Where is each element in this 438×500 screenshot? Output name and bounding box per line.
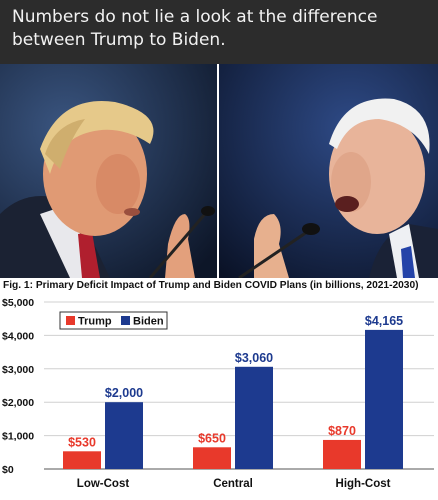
caption-text: Numbers do not lie a look at the differe… [12,7,378,50]
legend-label-biden: Biden [133,316,164,328]
bar-trump [193,447,231,469]
y-tick-label: $1,000 [2,431,34,443]
category-label: Central [213,478,253,490]
trump-photo [0,64,217,278]
y-tick-label: $4,000 [2,330,34,342]
data-label: $4,165 [365,314,403,328]
data-label: $3,060 [235,351,273,365]
data-label: $530 [68,435,96,449]
category-label: Low-Cost [77,478,130,490]
data-label: $650 [198,431,226,445]
bar-biden [235,366,273,469]
bar-biden [365,329,403,469]
bar-trump [323,439,361,469]
legend-swatch-biden [121,316,130,325]
photo-divider [217,64,219,278]
bar-chart: $0 $1,000 $2,000 $3,000 $4,000 $5,000 $530 $2,0… [2,297,434,490]
legend-swatch-trump [66,316,75,325]
chart-panel: $0 $1,000 $2,000 $3,000 $4,000 $5,000 $530 $2,0… [0,278,438,500]
y-tick-label: $0 [2,464,14,476]
legend-box [59,311,168,330]
y-tick-label: $5,000 [2,297,34,309]
chart-title: Fig. 1: Primary Deficit Impact of Trump … [3,280,419,291]
bar-biden [105,402,143,469]
y-tick-label: $2,000 [2,397,34,409]
y-tick-label: $3,000 [2,364,34,376]
category-label: High-Cost [336,478,391,490]
biden-photo [219,64,438,278]
legend-label-trump: Trump [78,316,112,328]
post-caption: Numbers do not lie a look at the differe… [0,0,438,64]
data-label: $2,000 [105,386,143,400]
data-label: $870 [328,424,356,438]
bar-trump [63,451,101,469]
